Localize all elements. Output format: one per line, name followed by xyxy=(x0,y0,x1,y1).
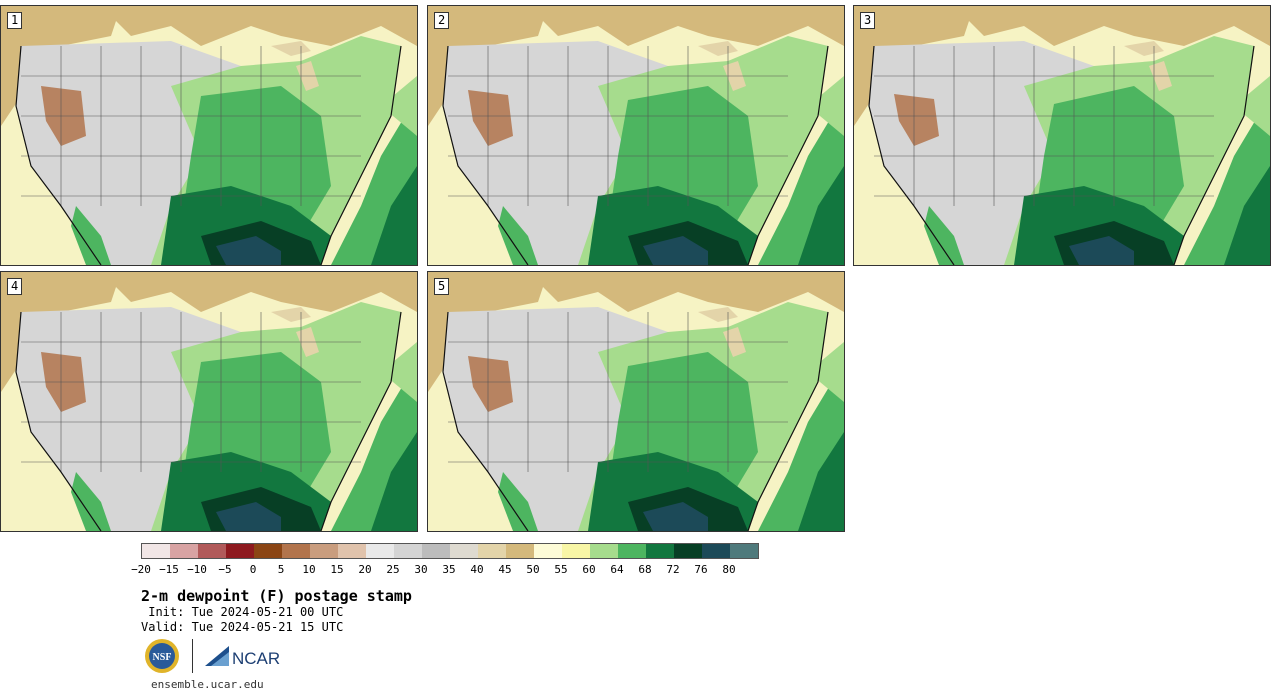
colorbar-tick-label: −10 xyxy=(187,563,207,576)
panel-number: 3 xyxy=(860,12,876,29)
colorbar-swatch xyxy=(450,544,478,558)
footer-url[interactable]: ensemble.ucar.edu xyxy=(151,678,264,691)
map-3 xyxy=(854,6,1270,265)
colorbar-swatch xyxy=(702,544,730,558)
colorbar-tick-label: 45 xyxy=(498,563,512,576)
colorbar xyxy=(141,543,759,559)
map-panel-5[interactable]: 5 xyxy=(427,271,845,532)
colorbar-tick-label: 10 xyxy=(302,563,316,576)
colorbar-tick-label: −5 xyxy=(218,563,232,576)
colorbar-tick-label: 68 xyxy=(638,563,652,576)
map-panel-4[interactable]: 4 xyxy=(0,271,418,532)
colorbar-swatch xyxy=(142,544,170,558)
colorbar-swatch xyxy=(730,544,758,558)
colorbar-tick-label: 80 xyxy=(722,563,736,576)
init-time: Init: Tue 2024-05-21 00 UTC xyxy=(141,605,344,619)
ncar-logo-text: NCAR xyxy=(232,649,280,668)
colorbar-tick-label: 60 xyxy=(582,563,596,576)
colorbar-tick-labels: −20 −15 −10 −5 0 5 10 15 20 25 30 35 40 45 50 55 60 64 68 7… xyxy=(131,563,781,577)
colorbar-tick-label: 30 xyxy=(414,563,428,576)
colorbar-swatch xyxy=(590,544,618,558)
colorbar-swatch xyxy=(310,544,338,558)
logos: NSF NCAR xyxy=(144,638,281,674)
colorbar-swatch xyxy=(226,544,254,558)
colorbar-tick-label: 40 xyxy=(470,563,484,576)
map-4 xyxy=(1,272,417,531)
colorbar-tick-label: 0 xyxy=(249,563,257,576)
logo-divider xyxy=(192,639,193,673)
colorbar-swatch xyxy=(478,544,506,558)
colorbar-tick-label: 15 xyxy=(330,563,344,576)
panel-number: 1 xyxy=(7,12,23,29)
map-panel-1[interactable]: 1 xyxy=(0,5,418,266)
colorbar-tick-label: 76 xyxy=(694,563,708,576)
colorbar-tick-label: −15 xyxy=(159,563,179,576)
panel-number: 2 xyxy=(434,12,450,29)
ncar-logo-icon: NCAR xyxy=(205,646,280,668)
colorbar-swatch xyxy=(170,544,198,558)
colorbar-swatch xyxy=(338,544,366,558)
colorbar-swatch xyxy=(562,544,590,558)
colorbar-tick-label: 5 xyxy=(277,563,285,576)
panel-number: 4 xyxy=(7,278,23,295)
colorbar-tick-label: 50 xyxy=(526,563,540,576)
colorbar-tick-label: 20 xyxy=(358,563,372,576)
colorbar-tick-label: 72 xyxy=(666,563,680,576)
nsf-logo-icon: NSF xyxy=(145,639,179,673)
colorbar-swatch xyxy=(674,544,702,558)
valid-time: Valid: Tue 2024-05-21 15 UTC xyxy=(141,620,344,634)
colorbar-tick-label: 25 xyxy=(386,563,400,576)
colorbar-swatch xyxy=(198,544,226,558)
colorbar-tick-label: −20 xyxy=(131,563,151,576)
chart-title: 2-m dewpoint (F) postage stamp xyxy=(141,587,412,605)
colorbar-swatch xyxy=(422,544,450,558)
colorbar-swatch xyxy=(282,544,310,558)
colorbar-tick-label: 35 xyxy=(442,563,456,576)
panel-number: 5 xyxy=(434,278,450,295)
colorbar-tick-label: 64 xyxy=(610,563,624,576)
map-panel-3[interactable]: 3 xyxy=(853,5,1271,266)
colorbar-tick-label: 55 xyxy=(554,563,568,576)
map-2 xyxy=(428,6,844,265)
colorbar-swatch xyxy=(394,544,422,558)
map-panel-2[interactable]: 2 xyxy=(427,5,845,266)
map-1 xyxy=(1,6,417,265)
colorbar-swatch xyxy=(646,544,674,558)
colorbar-swatch xyxy=(534,544,562,558)
map-5 xyxy=(428,272,844,531)
colorbar-swatch xyxy=(618,544,646,558)
nsf-logo-text: NSF xyxy=(153,652,172,663)
colorbar-swatch xyxy=(366,544,394,558)
colorbar-swatch xyxy=(506,544,534,558)
colorbar-swatch xyxy=(254,544,282,558)
